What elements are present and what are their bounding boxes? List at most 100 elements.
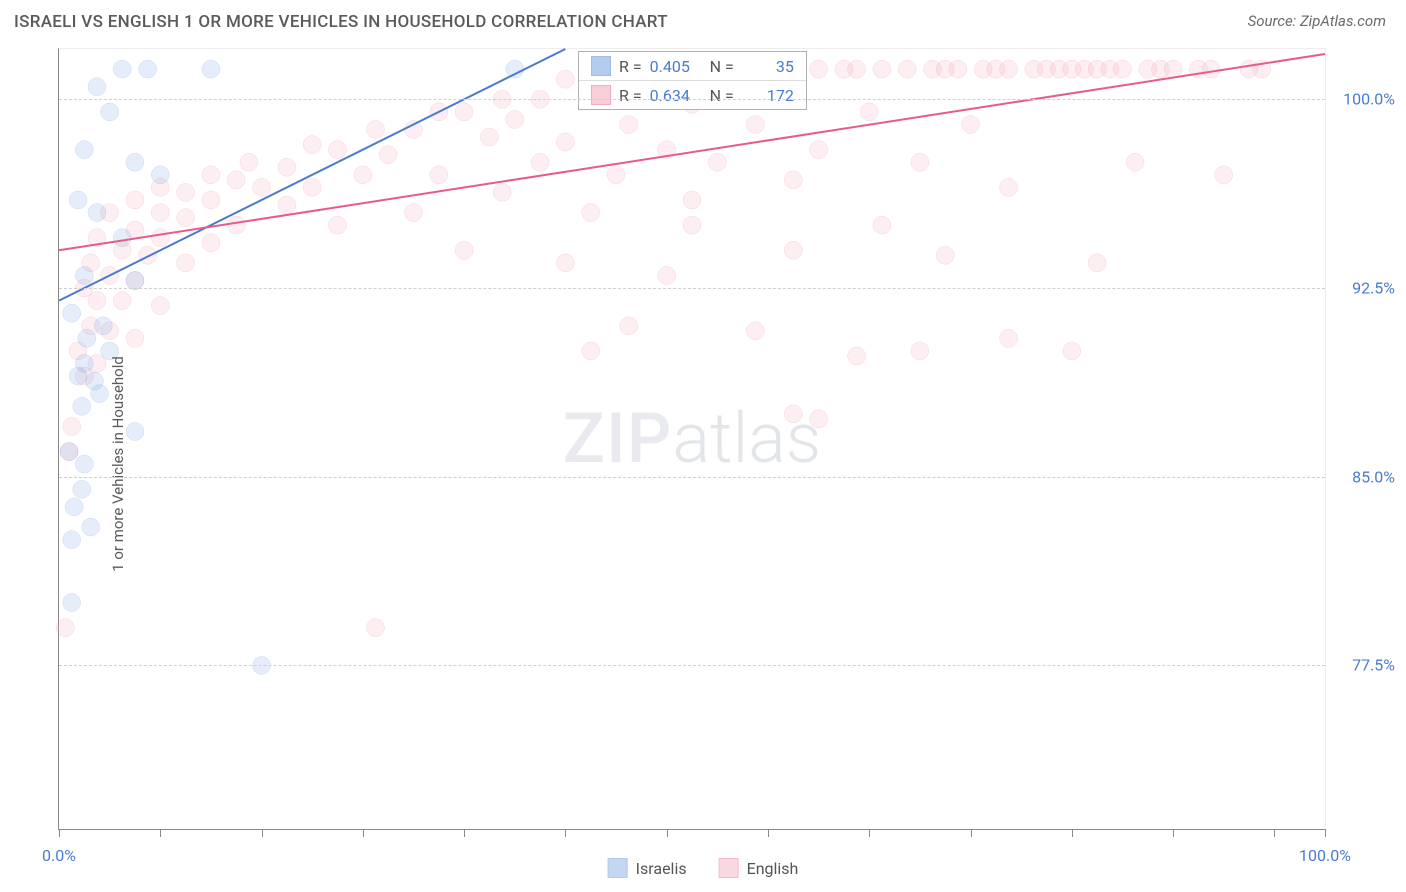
scatter-point	[82, 518, 100, 536]
scatter-point	[88, 292, 106, 310]
gridline	[59, 288, 1325, 289]
scatter-point	[56, 619, 74, 637]
scatter-point	[1113, 60, 1131, 78]
scatter-point	[202, 191, 220, 209]
scatter-point	[367, 619, 385, 637]
bottom-legend-item: English	[719, 858, 799, 878]
scatter-point	[658, 266, 676, 284]
scatter-point	[506, 110, 524, 128]
scatter-point	[126, 422, 144, 440]
scatter-point	[746, 116, 764, 134]
y-tick-label: 92.5%	[1335, 279, 1395, 298]
scatter-point	[63, 417, 81, 435]
x-tick	[667, 829, 668, 837]
scatter-point	[101, 103, 119, 121]
scatter-point	[873, 60, 891, 78]
scatter-point	[936, 246, 954, 264]
x-tick	[1274, 829, 1275, 837]
y-tick-label: 100.0%	[1335, 90, 1395, 109]
scatter-svg	[59, 49, 1325, 829]
x-tick	[1173, 829, 1174, 837]
scatter-point	[202, 60, 220, 78]
scatter-point	[354, 166, 372, 184]
scatter-point	[810, 410, 828, 428]
scatter-point	[506, 60, 524, 78]
scatter-point	[91, 385, 109, 403]
scatter-point	[227, 216, 245, 234]
scatter-point	[126, 272, 144, 290]
scatter-point	[455, 241, 473, 259]
x-tick	[1325, 829, 1326, 837]
scatter-point	[75, 266, 93, 284]
scatter-point	[303, 178, 321, 196]
scatter-point	[404, 204, 422, 222]
scatter-point	[240, 153, 258, 171]
gridline	[59, 477, 1325, 478]
source-attribution: Source: ZipAtlas.com	[1248, 12, 1386, 30]
scatter-point	[69, 191, 87, 209]
scatter-point	[113, 60, 131, 78]
scatter-point	[1063, 342, 1081, 360]
scatter-point	[1215, 166, 1233, 184]
scatter-point	[278, 196, 296, 214]
y-tick-label: 77.5%	[1335, 656, 1395, 675]
scatter-point	[65, 498, 83, 516]
legend-swatch	[591, 56, 611, 76]
scatter-point	[73, 397, 91, 415]
scatter-point	[139, 246, 157, 264]
gridline	[59, 99, 1325, 100]
scatter-point	[848, 60, 866, 78]
x-tick	[768, 829, 769, 837]
scatter-point	[63, 304, 81, 322]
n-value: 35	[742, 57, 794, 76]
x-tick	[464, 829, 465, 837]
scatter-point	[113, 292, 131, 310]
scatter-point	[177, 254, 195, 272]
scatter-point	[69, 367, 87, 385]
scatter-point	[113, 229, 131, 247]
scatter-point	[1000, 178, 1018, 196]
bottom-legend: Israelis English	[608, 858, 799, 878]
scatter-point	[911, 153, 929, 171]
scatter-point	[202, 166, 220, 184]
scatter-point	[139, 60, 157, 78]
scatter-point	[493, 183, 511, 201]
legend-stats-row: R =0.634N =172	[579, 81, 806, 109]
scatter-point	[126, 191, 144, 209]
plot-area: ZIPatlas R =0.405N =35R =0.634N =172 77.…	[58, 48, 1326, 830]
legend-swatch	[591, 85, 611, 105]
scatter-point	[88, 78, 106, 96]
scatter-point	[151, 297, 169, 315]
scatter-point	[151, 204, 169, 222]
scatter-point	[126, 153, 144, 171]
legend-stats-row: R =0.405N =35	[579, 52, 806, 81]
scatter-point	[73, 480, 91, 498]
scatter-point	[75, 141, 93, 159]
scatter-point	[810, 141, 828, 159]
x-tick	[565, 829, 566, 837]
scatter-point	[60, 443, 78, 461]
scatter-point	[63, 594, 81, 612]
scatter-point	[1164, 60, 1182, 78]
scatter-point	[784, 405, 802, 423]
scatter-point	[94, 317, 112, 335]
scatter-point	[556, 70, 574, 88]
scatter-point	[683, 216, 701, 234]
scatter-point	[683, 191, 701, 209]
scatter-point	[1202, 60, 1220, 78]
legend-label: Israelis	[636, 859, 687, 878]
x-tick	[160, 829, 161, 837]
scatter-point	[253, 178, 271, 196]
scatter-point	[607, 166, 625, 184]
x-tick	[59, 829, 60, 837]
x-tick-label: 0.0%	[42, 846, 76, 865]
scatter-point	[620, 317, 638, 335]
scatter-point	[784, 241, 802, 259]
scatter-point	[873, 216, 891, 234]
legend-swatch	[608, 858, 628, 878]
scatter-point	[404, 121, 422, 139]
n-label: N =	[710, 86, 734, 105]
scatter-point	[177, 183, 195, 201]
x-tick	[262, 829, 263, 837]
scatter-point	[1126, 153, 1144, 171]
